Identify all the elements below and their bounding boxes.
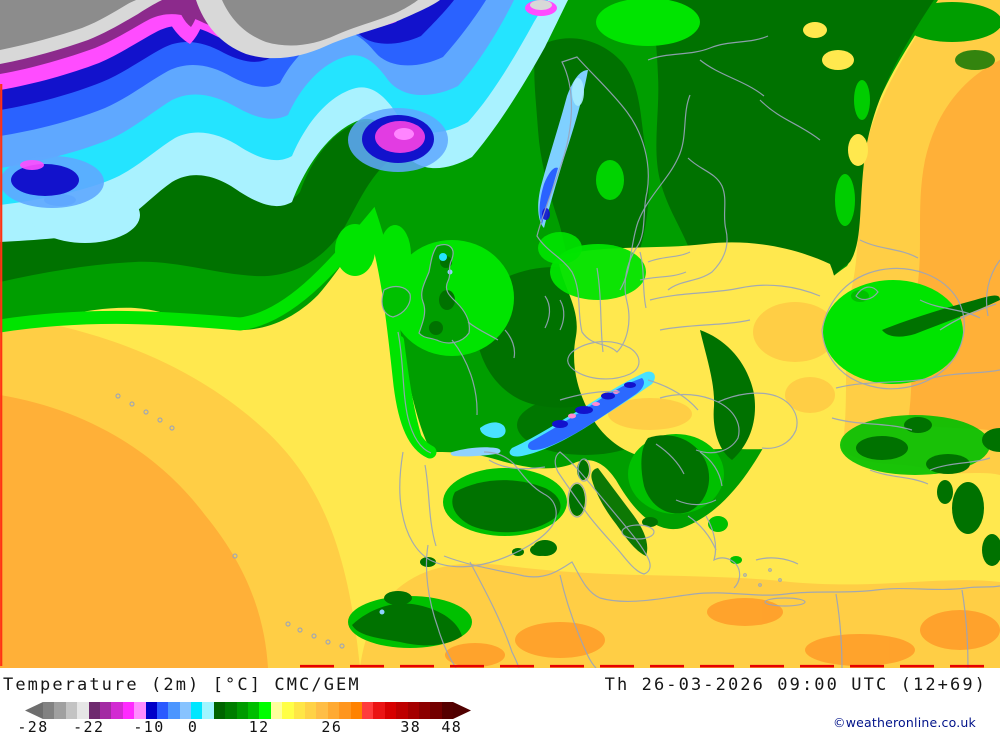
colorbar-segment bbox=[396, 702, 408, 719]
colorbar-segment bbox=[111, 702, 123, 719]
colorbar-segment bbox=[156, 702, 169, 719]
colorbar-segment bbox=[339, 702, 351, 719]
colorbar-tick-label: -28 bbox=[17, 718, 49, 733]
colorbar-segment bbox=[384, 702, 397, 719]
map-footer: Temperature (2m) [°C] CMC/GEM Th 26-03-2… bbox=[0, 668, 1000, 733]
colorbar-segment bbox=[77, 702, 89, 719]
colorbar-tick-label: -10 bbox=[133, 718, 165, 733]
colorbar-segment bbox=[225, 702, 237, 719]
alps-dark-blue bbox=[552, 382, 636, 428]
iceland-speck bbox=[394, 128, 414, 140]
colorbar-segment bbox=[407, 702, 419, 719]
map-gold-patches-east bbox=[608, 302, 837, 430]
colorbar-right-arrow bbox=[453, 702, 471, 719]
map-bright-green-bands bbox=[0, 206, 437, 459]
norway-cold-dark bbox=[542, 208, 550, 220]
colorbar-segment bbox=[430, 702, 442, 719]
map-carpathians bbox=[700, 330, 756, 460]
greenland-dark-gray bbox=[0, 0, 418, 50]
colorbar-tick-label: 48 bbox=[441, 718, 463, 733]
colorbar-tick-label: -22 bbox=[73, 718, 105, 733]
colorbar-segment bbox=[145, 702, 157, 719]
colorbar-tick-label: 38 bbox=[400, 718, 422, 733]
colorbar-segment bbox=[43, 702, 55, 719]
colorbar-tick-label: 0 bbox=[187, 718, 199, 733]
colorbar-segment bbox=[259, 702, 271, 719]
colorbar-segment bbox=[441, 702, 454, 719]
colorbar-segment bbox=[350, 702, 362, 719]
colorbar-segment bbox=[293, 702, 305, 719]
colorbar-segment bbox=[282, 702, 294, 719]
map-valid-time: Th 26-03-2026 09:00 UTC (12+69) bbox=[604, 675, 987, 695]
colorbar-segment bbox=[122, 702, 135, 719]
alps-pink-specks bbox=[568, 390, 619, 419]
map-deep-orange-patches bbox=[445, 598, 1000, 667]
colorbar-segment bbox=[236, 702, 249, 719]
colorbar-segment bbox=[270, 702, 283, 719]
colorbar-segment bbox=[168, 702, 180, 719]
colorbar-segments bbox=[43, 702, 454, 719]
temperature-map bbox=[0, 0, 1000, 668]
map-dark-green-mountains bbox=[352, 256, 1000, 646]
colorbar-tick-label: 12 bbox=[248, 718, 270, 733]
colorbar-segment bbox=[88, 702, 100, 719]
colorbar-segment bbox=[134, 702, 146, 719]
colorbar-segment bbox=[54, 702, 66, 719]
norway-cold-light bbox=[572, 78, 584, 106]
colorbar-segment bbox=[327, 702, 340, 719]
colorbar-segment bbox=[179, 702, 192, 719]
colorbar-left-arrow bbox=[25, 702, 43, 719]
temperature-colorbar bbox=[25, 702, 471, 719]
colorbar-segment bbox=[361, 702, 374, 719]
temperature-map-svg bbox=[0, 0, 1000, 668]
colorbar-segment bbox=[213, 702, 226, 719]
colorbar-segment bbox=[316, 702, 328, 719]
country-borders bbox=[115, 35, 1000, 668]
colorbar-segment bbox=[99, 702, 112, 719]
colorbar-segment bbox=[248, 702, 260, 719]
colorbar-tick-label: 26 bbox=[321, 718, 343, 733]
map-title: Temperature (2m) [°C] CMC/GEM bbox=[3, 675, 361, 695]
colorbar-segment bbox=[65, 702, 78, 719]
copyright-text: ©weatheronline.co.uk bbox=[833, 715, 976, 730]
colorbar-segment bbox=[304, 702, 317, 719]
pyrenees-strip bbox=[379, 269, 501, 615]
colorbar-segment bbox=[373, 702, 385, 719]
colorbar-segment bbox=[191, 702, 203, 719]
colorbar-segment bbox=[418, 702, 431, 719]
colorbar-segment bbox=[202, 702, 214, 719]
